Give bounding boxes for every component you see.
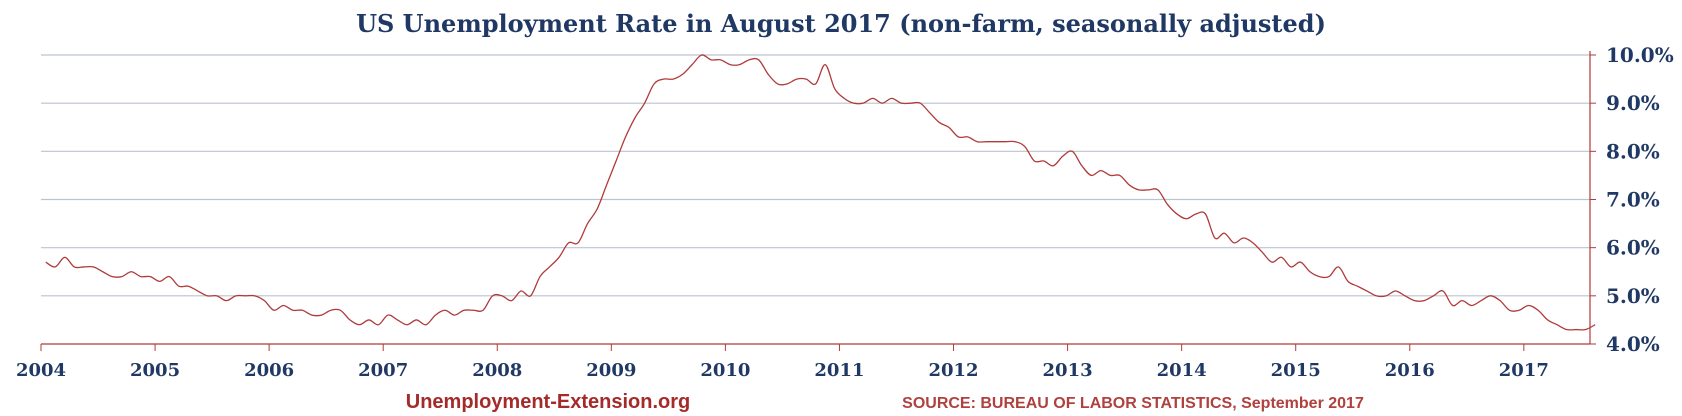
x-axis-ticks: 2004 2005 2006 2007 2008 2009 2010 2011 2012 2013…	[16, 344, 1549, 381]
x-tick-label: 2017	[1499, 360, 1549, 381]
x-tick-label: 2015	[1271, 360, 1321, 381]
axes	[41, 51, 1591, 345]
y-tick-label: 8.0%	[1606, 139, 1660, 163]
x-tick-label: 2006	[244, 360, 294, 381]
x-tick-label: 2005	[130, 360, 180, 381]
y-tick-label: 9.0%	[1606, 91, 1660, 115]
y-tick-label: 5.0%	[1606, 284, 1660, 308]
chart-title: US Unemployment Rate in August 2017 (non…	[356, 9, 1326, 38]
x-tick-label: 2010	[700, 360, 750, 381]
y-axis-ticks: 4.0% 5.0% 6.0% 7.0% 8.0% 9.0% 10.0%	[1590, 43, 1674, 356]
x-tick-label: 2007	[358, 360, 408, 381]
site-name: Unemployment-Extension.org	[406, 391, 690, 413]
x-tick-label: 2012	[928, 360, 978, 381]
x-tick-label: 2013	[1043, 360, 1093, 381]
x-tick-label: 2004	[16, 360, 66, 381]
y-tick-label: 4.0%	[1606, 332, 1660, 356]
x-tick-label: 2016	[1385, 360, 1435, 381]
x-tick-label: 2011	[814, 360, 864, 381]
x-tick-label: 2014	[1157, 360, 1207, 381]
y-tick-label: 7.0%	[1606, 188, 1660, 212]
source-note: SOURCE: BUREAU OF LABOR STATISTICS, Sept…	[902, 395, 1364, 412]
x-tick-label: 2009	[586, 360, 636, 381]
y-tick-label: 10.0%	[1606, 43, 1674, 67]
unemployment-rate-line	[45, 54, 1596, 331]
gridlines	[41, 54, 1590, 297]
y-tick-label: 6.0%	[1606, 236, 1660, 260]
x-tick-label: 2008	[472, 360, 522, 381]
